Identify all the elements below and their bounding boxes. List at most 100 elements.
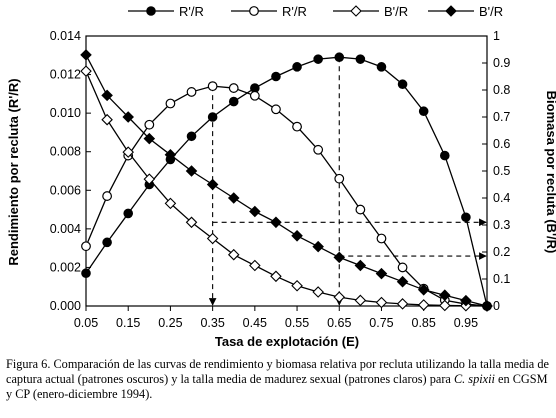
plot-frame [85,35,488,307]
caption-suffix: en CGSM y CP (enero-diciembre 1994). [6,372,548,401]
figure-caption: Figura 6. Comparación de las curvas de r… [6,357,552,402]
data-point-open-diamond [185,216,198,229]
data-point-filled-diamond [185,165,198,177]
data-point-filled-diamond [375,267,388,280]
legend-label: R'/R [282,4,307,19]
x-tick-label: 0.05 [74,316,98,330]
data-point-filled-diamond [101,89,113,102]
y-left-tick-label: 0.004 [50,222,81,236]
series-line-open-circle [85,85,488,307]
data-point-filled-circle [81,268,91,279]
data-point-open-diamond [80,65,92,77]
series-open-diamond [80,65,493,312]
data-point-filled-diamond [333,251,346,264]
legend-marker [249,6,259,16]
data-point-filled-diamond [417,284,430,296]
legend-item-open-circle: R'/R [231,4,307,19]
y-axis-left-label: Rendimiento por recluta (R'/R) [6,78,21,265]
data-point-open-circle [102,191,113,201]
data-point-filled-circle [271,71,281,82]
data-point-filled-diamond [312,240,324,253]
data-point-open-diamond [291,279,303,292]
data-point-filled-circle [376,62,387,72]
chart-series [80,49,493,312]
data-point-filled-diamond [270,216,282,229]
data-point-open-circle [313,144,324,155]
y-right-tick-label: 0 [493,299,500,313]
data-point-filled-diamond [396,275,409,288]
y-left-tick-label: 0.002 [50,260,81,274]
data-point-open-diamond [417,299,430,311]
data-point-filled-diamond [143,132,156,145]
y-right-tick-label: 1 [493,29,500,43]
y-right-tick-label: 0.8 [493,83,510,97]
data-point-filled-diamond [122,111,134,123]
legend-item-filled-diamond: B'/R [428,4,503,19]
x-tick-label: 0.55 [285,316,309,330]
chart-legend: R'/R R'/R B'/R B'/R [128,4,503,19]
series-open-circle [81,81,492,311]
chart-axes: 0.000 0.002 0.004 0.006 0.008 0.010 0.012 0.014… [50,29,511,330]
y-right-tick-label: 0.4 [493,191,510,205]
data-point-filled-circle [207,112,218,122]
data-point-filled-circle [418,106,429,117]
x-tick-label: 0.25 [158,316,182,330]
y-left-tick-label: 0.010 [50,106,81,120]
data-point-filled-diamond [481,300,493,312]
legend-label: R'/R [179,4,204,19]
data-point-open-circle [249,90,260,101]
data-point-filled-diamond [439,289,451,301]
data-point-filled-diamond [206,178,219,191]
data-point-open-diamond [206,232,219,245]
data-point-filled-circle [461,212,471,223]
data-point-open-diamond [249,259,261,272]
x-tick-label: 0.75 [369,316,393,330]
y-right-tick-label: 0.7 [493,110,510,124]
data-point-filled-circle [102,237,112,248]
data-point-open-diamond [375,296,388,309]
data-point-filled-circle [439,150,450,161]
data-point-open-circle [355,204,366,215]
legend-item-filled-circle: R'/R [128,4,204,19]
data-point-open-diamond [227,248,240,261]
x-axis-label: Tasa de explotación (E) [215,334,359,349]
y-right-tick-label: 0.5 [493,164,510,178]
x-tick-label: 0.45 [243,316,267,330]
data-point-open-circle [397,262,408,273]
data-point-filled-diamond [249,205,261,218]
data-point-open-diamond [101,113,113,126]
y-right-tick-label: 0.1 [493,272,510,286]
legend-label: B'/R [479,4,503,19]
x-tick-label: 0.95 [454,316,478,330]
data-point-filled-circle [355,54,366,64]
series-filled-diamond [80,49,493,312]
x-tick-label: 0.85 [412,316,436,330]
yield-biomass-chart: R'/R R'/R B'/R B'/R 0.0000.0020.0040.0060.0… [6,4,556,349]
data-point-filled-diamond [291,230,303,242]
data-point-filled-circle [334,52,345,63]
data-point-filled-circle [123,208,134,219]
data-point-open-diamond [312,286,324,298]
data-point-filled-diamond [460,294,472,307]
data-point-filled-diamond [354,259,367,272]
x-tick-label: 0.35 [200,316,224,330]
y-right-tick-label: 0.6 [493,137,510,151]
data-point-filled-circle [186,131,197,142]
data-point-open-diamond [143,173,156,185]
data-point-filled-diamond [80,49,92,61]
legend-marker [350,5,362,17]
legend-marker [146,6,156,16]
y-left-tick-label: 0.000 [50,299,81,313]
series-filled-circle [81,52,492,311]
data-point-open-circle [144,119,155,130]
y-left-tick-label: 0.014 [50,29,81,43]
data-point-open-diamond [164,197,177,210]
caption-species: C. spixii [453,372,495,386]
caption-text: Figura 6. Comparación de las curvas de r… [6,357,549,386]
x-tick-label: 0.65 [327,316,351,330]
y-right-tick-label: 0.9 [493,56,510,70]
legend-label: B'/R [384,4,408,19]
x-tick-label: 0.15 [116,316,140,330]
data-point-filled-diamond [227,192,240,204]
data-point-open-circle [228,83,239,93]
